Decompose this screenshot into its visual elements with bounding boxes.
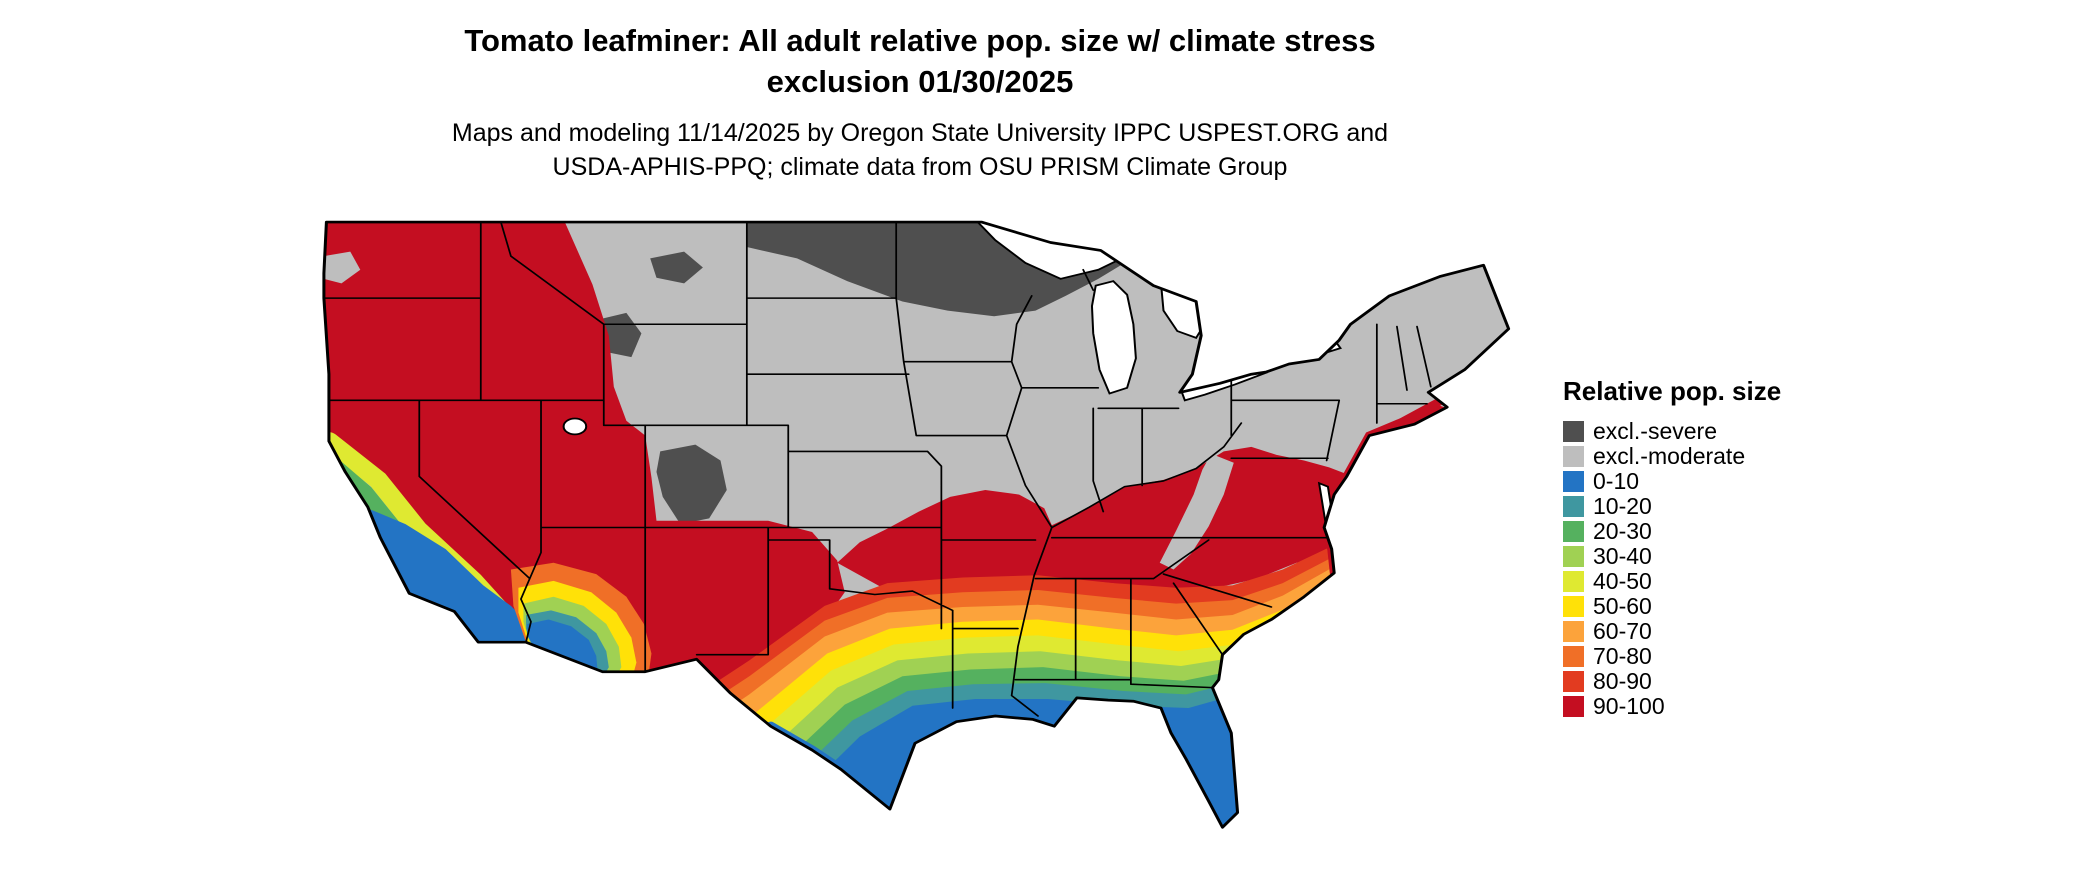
legend-swatch: [1563, 621, 1584, 642]
legend-label: 50-60: [1593, 593, 1652, 619]
legend-label: 90-100: [1593, 693, 1665, 719]
header: Tomato leafminer: All adult relative pop…: [0, 20, 1840, 184]
legend-item: 0-10: [1563, 469, 1781, 494]
legend-item: 70-80: [1563, 644, 1781, 669]
us-map: [285, 188, 1540, 892]
legend-label: 20-30: [1593, 518, 1652, 544]
legend-swatch: [1563, 596, 1584, 617]
legend-item: 50-60: [1563, 594, 1781, 619]
legend-items: excl.-severe excl.-moderate 0-10 10-20 20-30…: [1563, 419, 1781, 719]
legend-item: 10-20: [1563, 494, 1781, 519]
region-ca-blue: [357, 505, 534, 643]
region-severe-montana: [650, 251, 703, 284]
legend-label: 30-40: [1593, 543, 1652, 569]
legend-swatch: [1563, 671, 1584, 692]
us-map-svg: [322, 220, 1511, 829]
legend-swatch: [1563, 446, 1584, 467]
legend-label: 10-20: [1593, 493, 1652, 519]
legend-swatch: [1563, 646, 1584, 667]
subtitle: Maps and modeling 11/14/2025 by Oregon S…: [0, 116, 1840, 184]
legend-item: 40-50: [1563, 569, 1781, 594]
region-severe-colorado-rockies: [656, 444, 727, 525]
region-olympic-gray: [323, 251, 361, 284]
legend: Relative pop. size excl.-severe excl.-mod…: [1563, 376, 1781, 719]
state-borders: [323, 222, 1432, 717]
legend-label: 60-70: [1593, 618, 1652, 644]
page-title-line1: Tomato leafminer: All adult relative pop…: [464, 23, 1376, 58]
region-appalachian-gray: [1159, 453, 1234, 570]
subtitle-line1: Maps and modeling 11/14/2025 by Oregon S…: [451, 119, 1389, 147]
legend-label: 0-10: [1593, 468, 1640, 494]
legend-swatch: [1563, 421, 1584, 442]
legend-item: 20-30: [1563, 519, 1781, 544]
legend-swatch: [1563, 521, 1584, 542]
legend-title: Relative pop. size: [1563, 376, 1782, 406]
legend-swatch: [1563, 571, 1584, 592]
legend-item: excl.-severe: [1563, 419, 1781, 444]
legend-label: excl.-severe: [1593, 418, 1717, 444]
legend-swatch: [1563, 696, 1584, 717]
legend-item: 30-40: [1563, 544, 1781, 569]
legend-label: 40-50: [1593, 568, 1652, 594]
legend-item: 60-70: [1563, 619, 1781, 644]
page-title-line2: exclusion 01/30/2025: [766, 64, 1074, 99]
legend-swatch: [1563, 471, 1584, 492]
legend-label: 70-80: [1593, 643, 1652, 669]
region-red-west: [323, 222, 845, 722]
legend-label: excl.-moderate: [1593, 443, 1746, 469]
region-red-midsouth: [837, 403, 1448, 589]
legend-item: excl.-moderate: [1563, 444, 1781, 469]
legend-swatch: [1563, 496, 1584, 517]
legend-item: 80-90: [1563, 669, 1781, 694]
legend-item: 90-100: [1563, 694, 1781, 719]
lake-michigan: [1090, 280, 1137, 395]
subtitle-line2: USDA-APHIS-PPQ; climate data from OSU PR…: [552, 153, 1288, 181]
great-salt-lake: [562, 417, 588, 436]
legend-swatch: [1563, 546, 1584, 567]
legend-label: 80-90: [1593, 668, 1652, 694]
us-outline: [322, 220, 1511, 829]
